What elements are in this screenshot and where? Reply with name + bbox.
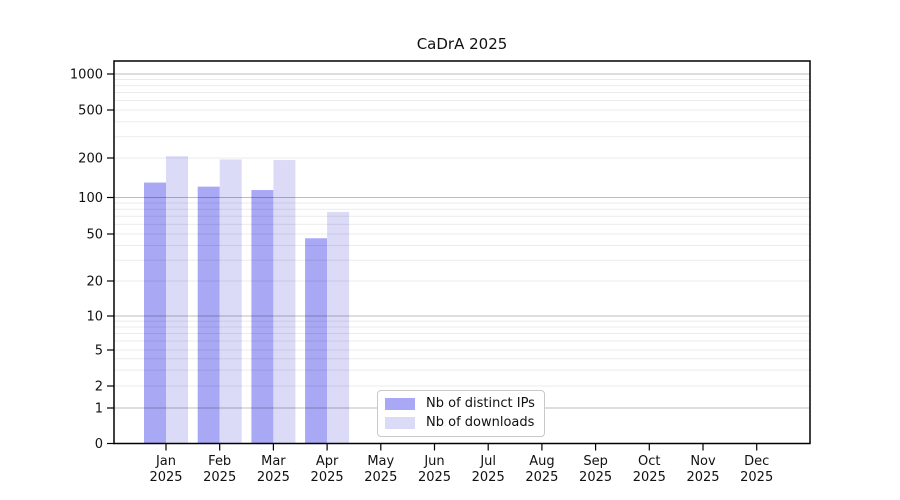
y-tick-label: 50 bbox=[86, 228, 103, 243]
x-tick-label-month: Apr bbox=[316, 454, 339, 469]
bar-distinct-ips-jan bbox=[144, 182, 166, 444]
x-tick-label-year: 2025 bbox=[525, 470, 558, 485]
y-tick-label: 0 bbox=[95, 437, 103, 452]
y-tick-label: 2 bbox=[95, 380, 103, 395]
x-tick-label-year: 2025 bbox=[203, 470, 236, 485]
legend-item-downloads: Nb of downloads bbox=[385, 416, 536, 430]
bar-distinct-ips-apr bbox=[305, 238, 328, 444]
plot-border bbox=[113, 60, 811, 445]
x-tick-label-year: 2025 bbox=[149, 470, 182, 485]
bar-downloads-jan bbox=[166, 156, 188, 444]
x-tick-label-year: 2025 bbox=[418, 470, 451, 485]
x-tick-label-month: Feb bbox=[208, 454, 231, 469]
x-tick-label-month: Jan bbox=[155, 454, 176, 469]
y-tick-label: 5 bbox=[95, 344, 103, 359]
bar-distinct-ips-feb bbox=[197, 186, 220, 444]
x-tick-label-month: Mar bbox=[261, 454, 286, 469]
x-tick-label-year: 2025 bbox=[740, 470, 773, 485]
x-tick-label-month: Dec bbox=[744, 454, 769, 469]
x-tick-label-month: Jun bbox=[423, 454, 444, 469]
x-tick-label-year: 2025 bbox=[633, 470, 666, 485]
x-tick-label-year: 2025 bbox=[257, 470, 290, 485]
x-tick-label-year: 2025 bbox=[579, 470, 612, 485]
y-axis: 0 1 2 5 10 20 50 100 200 500 1000 bbox=[70, 68, 114, 452]
x-tick-label-year: 2025 bbox=[364, 470, 397, 485]
x-axis: Jan2025Feb2025Mar2025Apr2025May2025Jun20… bbox=[149, 443, 773, 485]
y-tick-label: 500 bbox=[78, 104, 103, 119]
legend-label-downloads: Nb of downloads bbox=[426, 415, 535, 430]
bars bbox=[144, 156, 350, 444]
x-tick-label-month: May bbox=[367, 454, 394, 469]
x-tick-label-month: Sep bbox=[583, 454, 608, 469]
x-tick-label-month: Nov bbox=[690, 454, 716, 469]
bar-downloads-apr bbox=[327, 211, 350, 444]
bar-distinct-ips-mar bbox=[251, 190, 274, 444]
x-tick-label-month: Jul bbox=[479, 454, 496, 469]
legend-swatch-downloads bbox=[385, 417, 415, 429]
y-tick-label: 200 bbox=[78, 152, 103, 167]
x-tick-label-year: 2025 bbox=[686, 470, 719, 485]
y-tick-label: 100 bbox=[78, 191, 103, 206]
y-tick-label: 1000 bbox=[70, 68, 103, 83]
legend-label-distinct-ips: Nb of distinct IPs bbox=[426, 396, 535, 411]
x-tick-label-year: 2025 bbox=[311, 470, 344, 485]
y-tick-label: 1 bbox=[95, 402, 103, 417]
bar-downloads-feb bbox=[219, 159, 242, 444]
legend-item-distinct-ips: Nb of distinct IPs bbox=[385, 397, 536, 411]
legend-swatch-distinct-ips bbox=[385, 398, 415, 410]
x-tick-label-month: Oct bbox=[638, 454, 660, 469]
bar-downloads-mar bbox=[273, 160, 296, 444]
chart-title: CaDrA 2025 bbox=[416, 35, 508, 53]
x-tick-label-year: 2025 bbox=[472, 470, 505, 485]
legend: Nb of distinct IPs Nb of downloads bbox=[377, 390, 545, 437]
x-tick-label-month: Aug bbox=[529, 454, 554, 469]
y-tick-label: 10 bbox=[86, 310, 103, 325]
y-tick-label: 20 bbox=[86, 275, 103, 290]
